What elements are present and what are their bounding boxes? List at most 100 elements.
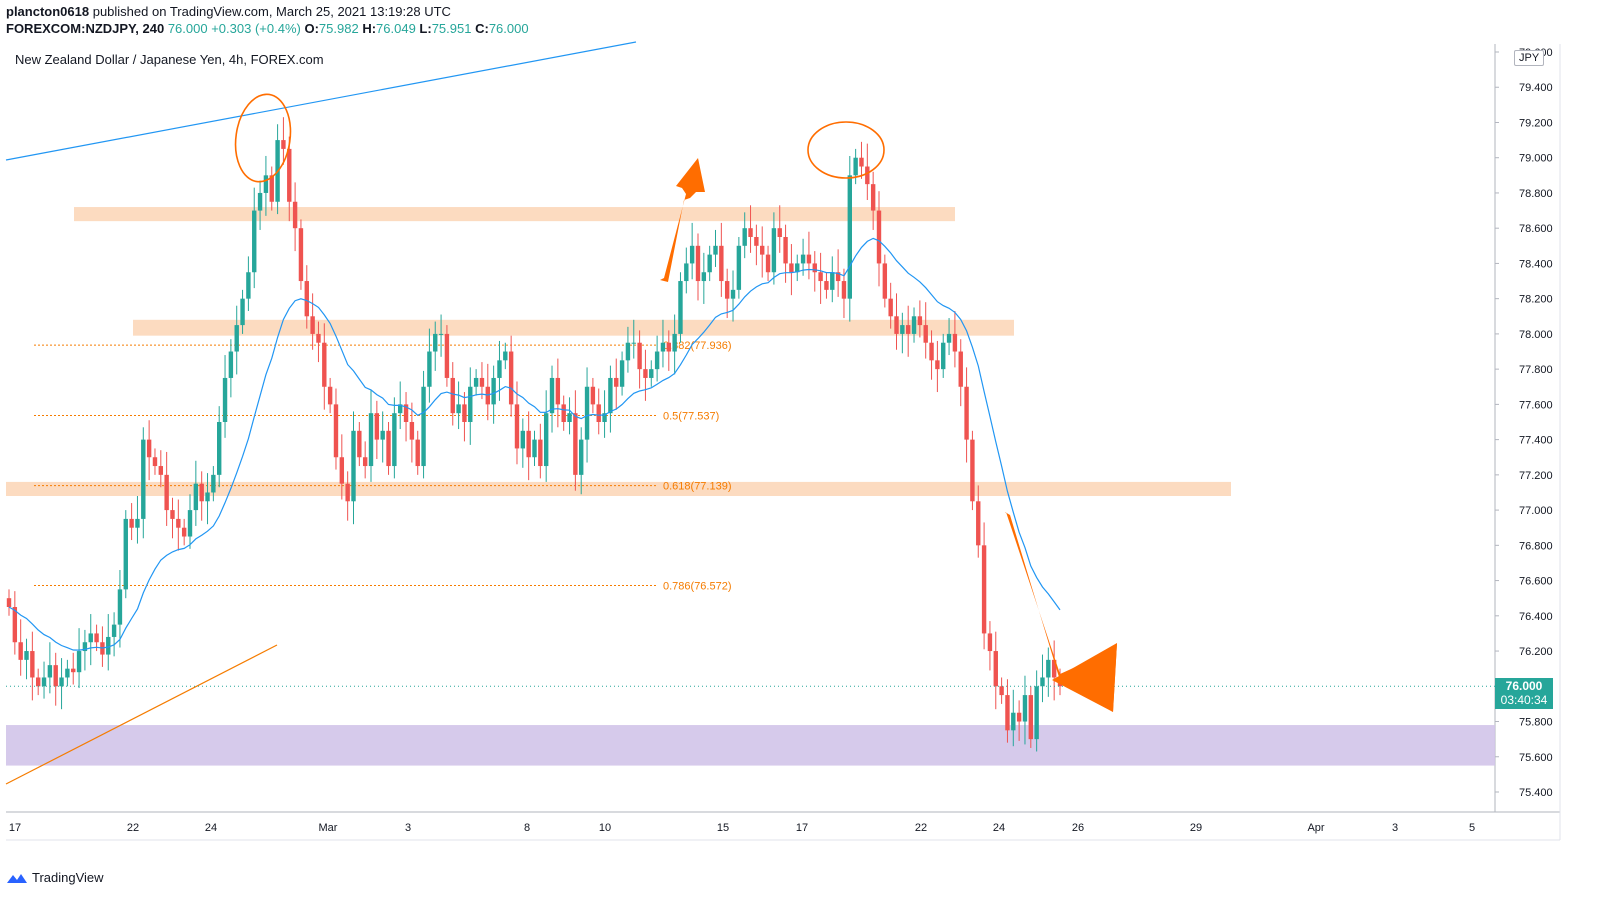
candle-body xyxy=(421,386,426,467)
candle-body xyxy=(573,413,578,475)
candle-body xyxy=(82,642,88,652)
candle-body xyxy=(876,210,882,264)
top-circle-2[interactable] xyxy=(807,121,885,179)
candle-body xyxy=(561,404,566,422)
candle-body xyxy=(847,175,852,299)
candle-body xyxy=(47,665,53,678)
resistance-zone xyxy=(74,207,955,222)
candle-body xyxy=(654,351,660,370)
candle-body xyxy=(53,665,58,687)
candle-body xyxy=(830,272,835,290)
candle-body xyxy=(865,166,870,185)
ema-line xyxy=(8,237,1061,651)
candle-body xyxy=(257,192,263,211)
candle-body xyxy=(666,342,671,352)
candle-body xyxy=(193,483,199,511)
candle-body xyxy=(625,342,631,361)
last-price-tag: 76.000 03:40:34 xyxy=(1495,678,1553,709)
candle-body xyxy=(170,510,175,519)
candle-body xyxy=(129,518,134,528)
currency-badge[interactable]: JPY xyxy=(1514,50,1545,66)
candle-body xyxy=(123,518,128,590)
candle-body xyxy=(211,474,216,493)
author-name[interactable]: plancton0618 xyxy=(6,4,90,19)
candle-body xyxy=(532,439,537,458)
candle-body xyxy=(76,651,82,673)
support-zone xyxy=(6,725,1495,766)
candle-body xyxy=(614,377,619,387)
candle-body xyxy=(935,360,940,370)
bullish-arrow[interactable] xyxy=(660,158,705,282)
candle-body xyxy=(584,386,590,440)
candle-body xyxy=(905,325,911,334)
candle-body xyxy=(911,316,917,334)
x-tick-label: 24 xyxy=(205,822,217,834)
bearish-arrow-head[interactable] xyxy=(1052,643,1117,712)
candle-body xyxy=(713,245,718,255)
candle-body xyxy=(146,439,152,458)
candle-body xyxy=(818,272,823,282)
tradingview-logo[interactable]: TradingView xyxy=(6,870,104,885)
pair-title: New Zealand Dollar / Japanese Yen, 4h, F… xyxy=(15,52,324,67)
candle-body xyxy=(888,298,893,317)
candle-body xyxy=(59,677,64,687)
y-tick-label: 77.600 xyxy=(1519,399,1553,411)
publish-text: published on TradingView.com, March 25, … xyxy=(92,4,451,19)
candle-body xyxy=(526,430,531,458)
candle-body xyxy=(322,342,327,387)
candle-body xyxy=(374,413,380,440)
candle-body xyxy=(462,404,467,422)
candle-body xyxy=(514,404,520,449)
candle-body xyxy=(672,333,677,352)
candle-body xyxy=(724,281,730,299)
candle-body xyxy=(287,148,292,202)
x-tick-label: Mar xyxy=(319,822,338,834)
candle-body xyxy=(736,245,742,290)
candle-body xyxy=(18,642,23,660)
y-tick-label: 76.600 xyxy=(1519,576,1553,588)
symbol-label[interactable]: FOREXCOM:NZDJPY, 240 xyxy=(6,21,165,36)
x-tick-label: 29 xyxy=(1190,822,1202,834)
candle-body xyxy=(30,651,35,678)
candle-body xyxy=(1011,712,1016,731)
candle-body xyxy=(1005,695,1010,731)
y-tick-label: 78.200 xyxy=(1519,294,1553,306)
candle-body xyxy=(783,237,788,264)
fib-level-label: 0.5(77.537) xyxy=(663,410,719,422)
upper-trend-line[interactable] xyxy=(5,41,637,161)
candle-body xyxy=(240,298,245,326)
candle-body xyxy=(555,377,561,405)
candle-body xyxy=(380,430,385,440)
candle-body xyxy=(117,589,123,625)
candle-body xyxy=(111,624,117,637)
candle-body xyxy=(631,342,636,344)
y-tick-label: 76.200 xyxy=(1519,646,1553,658)
candle-body xyxy=(316,333,321,343)
candle-body xyxy=(438,333,444,335)
candle-body xyxy=(800,254,806,264)
candle-body xyxy=(596,404,601,422)
candle-body xyxy=(141,439,146,519)
low-value: 75.951 xyxy=(431,21,472,36)
candle-body xyxy=(567,413,572,422)
candle-body xyxy=(882,263,888,299)
lower-trend-line[interactable] xyxy=(5,644,278,785)
y-tick-label: 78.600 xyxy=(1519,223,1553,235)
y-tick-label: 75.400 xyxy=(1519,787,1553,799)
candle-body xyxy=(508,351,514,405)
candle-body xyxy=(357,430,362,458)
candle-body xyxy=(795,263,800,273)
candle-body xyxy=(433,333,438,352)
candle-body xyxy=(327,386,333,405)
y-tick-label: 77.200 xyxy=(1519,470,1553,482)
top-circle-1[interactable] xyxy=(230,91,296,186)
candle-body xyxy=(981,545,987,634)
close-value: 76.000 xyxy=(488,21,529,36)
candle-body xyxy=(1034,686,1039,740)
candle-body xyxy=(35,677,41,687)
candle-body xyxy=(765,254,771,273)
candle-body xyxy=(742,228,747,246)
candle-body xyxy=(941,342,946,370)
candle-body xyxy=(187,510,193,537)
